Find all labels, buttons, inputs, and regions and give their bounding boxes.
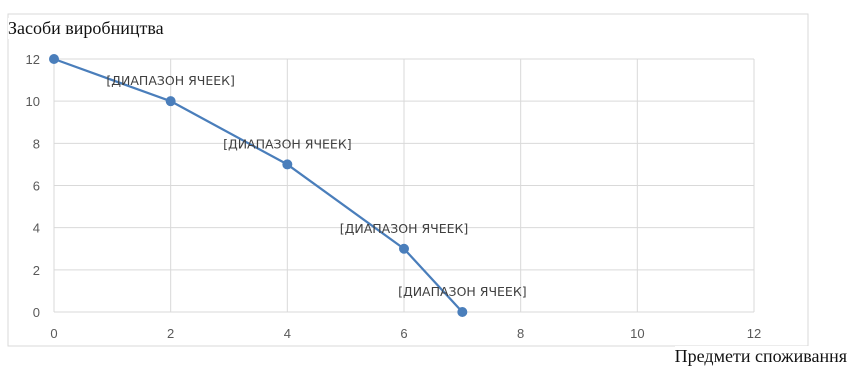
x-tick-label: 8 [517, 326, 524, 341]
data-label: [ДИАПАЗОН ЯЧЕЕК] [223, 136, 352, 151]
data-point [49, 54, 59, 64]
marker-layer [49, 54, 468, 317]
data-label: [ДИАПАЗОН ЯЧЕЕК] [340, 221, 469, 236]
data-point [457, 307, 468, 317]
data-point [165, 96, 176, 107]
data-point [399, 243, 409, 254]
chart-border [7, 13, 809, 347]
y-tick-label: 6 [33, 179, 40, 194]
y-tick-label: 4 [33, 221, 40, 236]
data-label-layer: [ДИАПАЗОН ЯЧЕЕК] [ДИАПАЗОН ЯЧЕЕК] [ДИАПАЗО… [106, 73, 526, 299]
x-tick-label: 2 [167, 326, 174, 341]
x-tick-label: 10 [630, 326, 644, 341]
tick-labels: 0 2 4 6 8 10 12 0 2 4 6 8 10 12 [26, 52, 762, 341]
y-axis-title: Засоби виробництва [8, 18, 170, 39]
y-tick-label: 0 [33, 305, 40, 320]
data-point [282, 159, 293, 170]
y-tick-label: 12 [26, 52, 40, 67]
y-tick-label: 2 [33, 263, 40, 278]
data-label: [ДИАПАЗОН ЯЧЕЕК] [106, 73, 235, 88]
x-tick-label: 0 [50, 326, 57, 341]
y-tick-label: 8 [33, 136, 40, 151]
x-tick-label: 4 [284, 326, 291, 341]
x-axis-title: Предмети споживання [674, 346, 847, 367]
x-tick-label: 6 [400, 326, 407, 341]
y-tick-label: 10 [26, 94, 40, 109]
data-label: [ДИАПАЗОН ЯЧЕЕК] [398, 284, 527, 299]
x-tick-label: 12 [747, 326, 761, 341]
